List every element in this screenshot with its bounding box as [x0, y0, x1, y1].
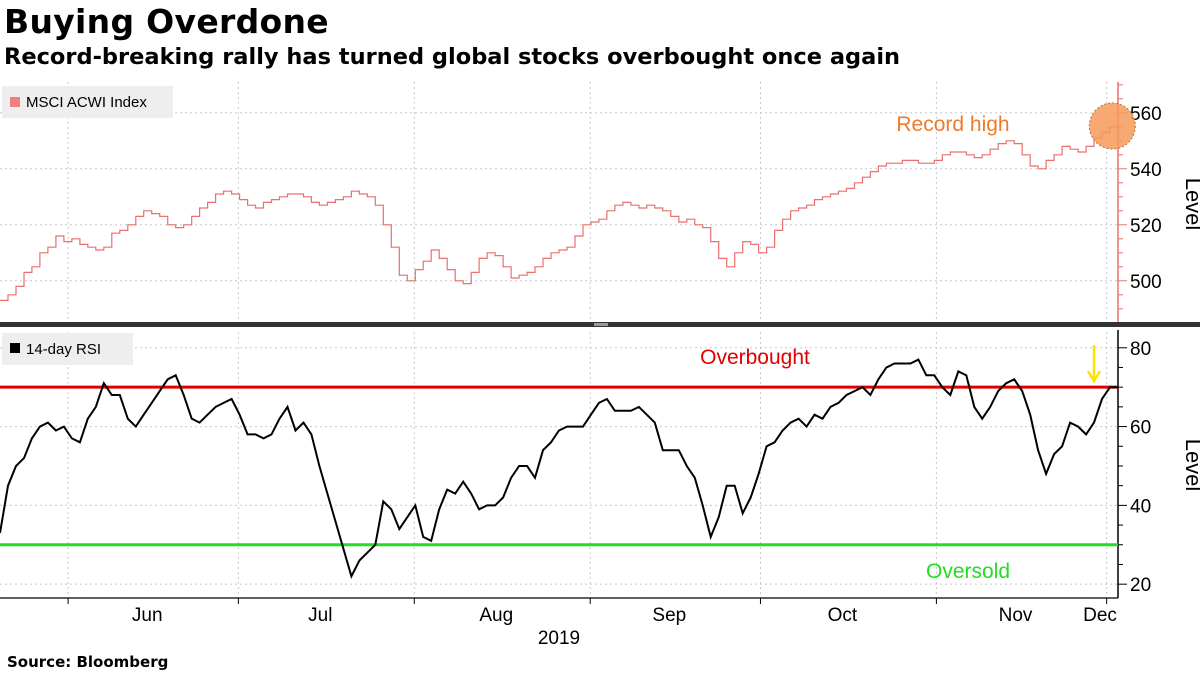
- rsi-y-tick-label: 60: [1130, 418, 1151, 439]
- msci-acwi-series: [0, 124, 1119, 301]
- index-legend-label: MSCI ACWI Index: [26, 94, 147, 111]
- oversold-label: Oversold: [926, 560, 1010, 583]
- index-y-tick-label: 500: [1130, 272, 1162, 293]
- source-note: Source: Bloomberg: [7, 653, 169, 671]
- index-legend-swatch: [10, 97, 20, 107]
- chart-title: Buying Overdone: [4, 2, 329, 41]
- x-month-label: Oct: [828, 605, 858, 626]
- index-legend-bg: [2, 86, 173, 118]
- panel-divider-grip[interactable]: [594, 323, 608, 326]
- index-y-tick-label: 520: [1130, 216, 1162, 237]
- overbought-label: Overbought: [700, 346, 810, 369]
- index-y-tick-label: 560: [1130, 104, 1162, 125]
- record-high-label: Record high: [896, 113, 1009, 136]
- rsi-series: [0, 358, 1118, 580]
- chart-subtitle: Record-breaking rally has turned global …: [4, 44, 901, 70]
- record-high-marker: [1088, 102, 1136, 150]
- index-y-axis-label: Level: [1181, 178, 1200, 231]
- x-month-label: Dec: [1083, 605, 1117, 626]
- rsi-y-tick-label: 80: [1130, 339, 1151, 360]
- x-month-label: Sep: [652, 605, 686, 626]
- x-axis-year: 2019: [538, 628, 580, 649]
- rsi-y-tick-label: 40: [1130, 496, 1151, 517]
- down-arrow-icon: [1086, 345, 1102, 384]
- index-plot-area: [0, 80, 1118, 322]
- x-axis-ticks: Jun Jul Aug Sep Oct Nov Dec: [67, 598, 1117, 626]
- rsi-grid: [0, 332, 1118, 596]
- rsi-legend-swatch: [10, 343, 20, 353]
- x-month-label: Jul: [308, 605, 332, 626]
- rsi-y-tick-label: 20: [1130, 575, 1151, 596]
- rsi-legend-bg: [2, 333, 133, 365]
- rsi-legend-label: 14-day RSI: [26, 341, 101, 358]
- x-month-label: Jun: [132, 605, 163, 626]
- index-y-tick-label: 540: [1130, 160, 1162, 181]
- rsi-y-axis-label: Level: [1181, 439, 1200, 492]
- x-month-label: Nov: [999, 605, 1033, 626]
- x-month-label: Aug: [479, 605, 513, 626]
- index-y-ticks: 500 520 540 560: [1118, 84, 1162, 310]
- rsi-y-ticks: 20 40 60 80: [1118, 339, 1151, 596]
